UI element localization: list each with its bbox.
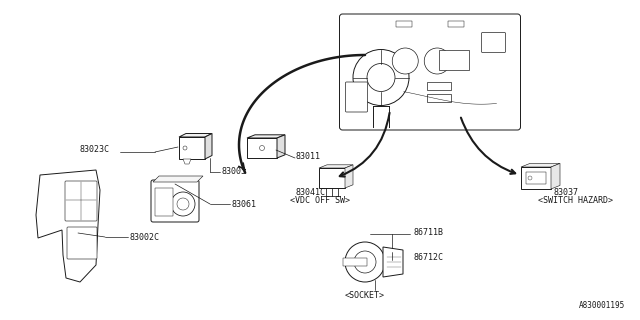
Bar <box>439 50 468 70</box>
Circle shape <box>354 251 376 273</box>
FancyBboxPatch shape <box>151 180 199 222</box>
Text: 83011: 83011 <box>295 151 320 161</box>
Bar <box>427 94 451 102</box>
Text: 83061: 83061 <box>232 199 257 209</box>
Text: <SWITCH HAZARD>: <SWITCH HAZARD> <box>538 196 613 204</box>
Polygon shape <box>247 138 277 158</box>
FancyBboxPatch shape <box>339 14 520 130</box>
Polygon shape <box>183 159 191 164</box>
Polygon shape <box>205 133 212 159</box>
Circle shape <box>528 176 532 180</box>
FancyArrowPatch shape <box>340 113 390 177</box>
Text: A830001195: A830001195 <box>579 301 625 310</box>
Circle shape <box>177 198 189 210</box>
Text: 86711B: 86711B <box>413 228 443 236</box>
Polygon shape <box>345 165 353 188</box>
Bar <box>155 188 173 216</box>
Circle shape <box>259 146 264 150</box>
Circle shape <box>353 50 409 106</box>
Bar <box>448 21 464 27</box>
FancyBboxPatch shape <box>481 33 506 52</box>
Polygon shape <box>247 135 285 138</box>
Circle shape <box>183 146 187 150</box>
Polygon shape <box>319 165 353 168</box>
Text: 83041C: 83041C <box>295 188 325 196</box>
Polygon shape <box>521 164 560 167</box>
Text: <VDC OFF SW>: <VDC OFF SW> <box>290 196 350 204</box>
FancyBboxPatch shape <box>346 82 367 112</box>
Polygon shape <box>153 176 203 182</box>
Polygon shape <box>551 164 560 189</box>
Circle shape <box>367 63 395 92</box>
Polygon shape <box>179 137 205 159</box>
Bar <box>396 21 412 27</box>
Polygon shape <box>383 247 403 277</box>
Polygon shape <box>179 133 212 137</box>
Polygon shape <box>521 167 551 189</box>
Text: 83002C: 83002C <box>130 233 160 242</box>
Polygon shape <box>319 168 345 188</box>
Text: 86712C: 86712C <box>413 252 443 261</box>
Circle shape <box>392 48 419 74</box>
Text: <SOCKET>: <SOCKET> <box>345 291 385 300</box>
Text: 83037: 83037 <box>553 188 578 196</box>
Circle shape <box>171 192 195 216</box>
Polygon shape <box>36 170 100 282</box>
Bar <box>526 172 546 184</box>
Text: 83023C: 83023C <box>80 145 110 154</box>
Bar <box>343 258 367 266</box>
FancyArrowPatch shape <box>461 118 515 174</box>
Bar <box>427 82 451 90</box>
FancyBboxPatch shape <box>67 227 97 259</box>
Text: 83005: 83005 <box>222 166 247 175</box>
Polygon shape <box>277 135 285 158</box>
FancyBboxPatch shape <box>65 181 97 221</box>
Circle shape <box>424 48 451 74</box>
Circle shape <box>345 242 385 282</box>
